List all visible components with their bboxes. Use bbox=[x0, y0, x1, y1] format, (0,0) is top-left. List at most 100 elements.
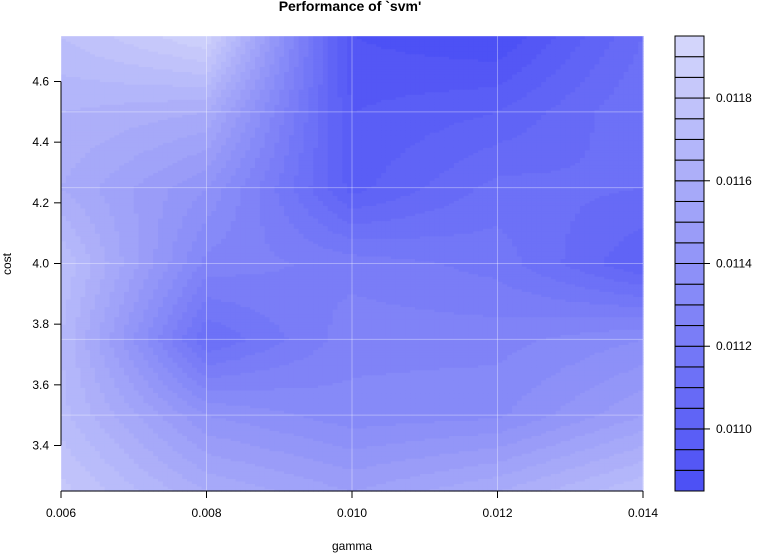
heatmap-cell bbox=[381, 480, 387, 485]
heatmap-cell bbox=[332, 425, 339, 429]
heatmap-cell bbox=[284, 425, 290, 429]
heatmap-cell bbox=[221, 480, 227, 485]
heatmap-cell bbox=[424, 448, 431, 452]
heatmap-cell bbox=[400, 480, 406, 485]
heatmap-cell bbox=[327, 422, 334, 426]
heatmap-cell bbox=[255, 480, 261, 485]
heatmap-cell bbox=[439, 475, 445, 479]
heatmap-cell bbox=[167, 475, 174, 479]
heatmap-cell bbox=[230, 435, 237, 439]
heatmap-cell bbox=[303, 465, 309, 469]
heatmap-cell bbox=[478, 435, 484, 439]
heatmap-cell bbox=[458, 463, 465, 467]
heatmap-cell bbox=[376, 432, 382, 436]
heatmap-cell bbox=[473, 475, 479, 479]
heatmap-cell bbox=[90, 488, 96, 492]
heatmap-cell bbox=[264, 478, 271, 482]
heatmap-cell bbox=[366, 430, 372, 434]
heatmap-cell bbox=[444, 455, 450, 459]
heatmap-cell bbox=[143, 460, 149, 464]
heatmap-cell bbox=[109, 437, 115, 442]
heatmap-cell bbox=[119, 470, 125, 474]
heatmap-cell bbox=[94, 478, 101, 482]
heatmap-cell bbox=[255, 485, 261, 490]
heatmap-cell bbox=[405, 435, 411, 439]
heatmap-cell bbox=[453, 470, 460, 474]
heatmap-cell bbox=[191, 478, 198, 482]
heatmap-cell bbox=[133, 470, 140, 474]
heatmap-cell bbox=[482, 435, 489, 439]
heatmap-cell bbox=[327, 463, 334, 467]
heatmap-cell bbox=[439, 473, 445, 477]
heatmap-cell bbox=[196, 435, 203, 439]
heatmap-cell bbox=[419, 478, 426, 482]
heatmap-cell bbox=[99, 448, 106, 452]
heatmap-cell bbox=[492, 432, 499, 436]
heatmap-cell bbox=[182, 458, 188, 462]
heatmap-cell bbox=[298, 432, 305, 436]
heatmap-cell bbox=[410, 475, 416, 479]
heatmap-cell bbox=[172, 445, 178, 449]
heatmap-cell bbox=[381, 478, 387, 482]
heatmap-cell bbox=[138, 445, 145, 449]
heatmap-cell bbox=[342, 485, 348, 490]
heatmap-cell bbox=[167, 415, 174, 419]
heatmap-cell bbox=[347, 485, 353, 490]
heatmap-cell bbox=[410, 473, 416, 477]
heatmap-cell bbox=[429, 463, 436, 467]
heatmap-cell bbox=[255, 475, 261, 479]
heatmap-cell bbox=[221, 440, 227, 444]
heatmap-cell bbox=[400, 468, 406, 472]
heatmap-cell bbox=[322, 460, 329, 464]
heatmap-cell bbox=[313, 455, 319, 459]
heatmap-cell bbox=[453, 478, 460, 482]
heatmap-cell bbox=[109, 440, 115, 444]
heatmap-cell bbox=[390, 450, 397, 454]
heatmap-cell bbox=[235, 465, 242, 469]
heatmap-cell bbox=[463, 475, 469, 479]
heatmap-cell bbox=[453, 448, 460, 452]
heatmap-cell bbox=[196, 465, 203, 469]
heatmap-cell bbox=[284, 453, 290, 457]
heatmap-cell bbox=[138, 448, 145, 452]
heatmap-cell bbox=[308, 440, 314, 444]
heatmap-cell bbox=[206, 437, 212, 442]
heatmap-cell bbox=[332, 420, 339, 424]
heatmap-cell bbox=[196, 415, 203, 419]
heatmap-cell bbox=[337, 468, 343, 472]
heatmap-cell bbox=[492, 463, 499, 467]
heatmap-cell bbox=[206, 470, 212, 474]
heatmap-cell bbox=[303, 475, 309, 479]
heatmap-cell bbox=[172, 422, 178, 426]
heatmap-cell bbox=[332, 432, 339, 436]
heatmap-cell bbox=[75, 483, 81, 487]
heatmap-cell bbox=[478, 473, 484, 477]
heatmap-cell bbox=[177, 470, 183, 474]
heatmap-cell bbox=[385, 450, 392, 454]
heatmap-cell bbox=[298, 463, 305, 467]
heatmap-cell bbox=[458, 455, 465, 459]
heatmap-cell bbox=[245, 430, 251, 434]
heatmap-cell bbox=[61, 437, 67, 442]
heatmap-cell bbox=[337, 463, 343, 467]
heatmap-cell bbox=[201, 470, 208, 474]
heatmap-cell bbox=[337, 415, 343, 419]
heatmap-cell bbox=[303, 442, 309, 447]
heatmap-cell bbox=[255, 442, 261, 447]
heatmap-cell bbox=[133, 445, 140, 449]
heatmap-cell bbox=[182, 463, 188, 467]
heatmap-cell bbox=[303, 430, 309, 434]
heatmap-cell bbox=[114, 415, 120, 419]
heatmap-cell bbox=[240, 435, 246, 439]
heatmap-cell bbox=[395, 460, 402, 464]
heatmap-cell bbox=[216, 415, 222, 419]
heatmap-cell bbox=[230, 470, 237, 474]
heatmap-cell bbox=[230, 473, 237, 477]
heatmap-cell bbox=[221, 445, 227, 449]
heatmap-cell bbox=[279, 432, 285, 436]
heatmap-cell bbox=[288, 488, 295, 492]
heatmap-cell bbox=[308, 430, 314, 434]
heatmap-cell bbox=[395, 473, 402, 477]
heatmap-cell bbox=[332, 470, 339, 474]
heatmap-cell bbox=[279, 470, 285, 474]
